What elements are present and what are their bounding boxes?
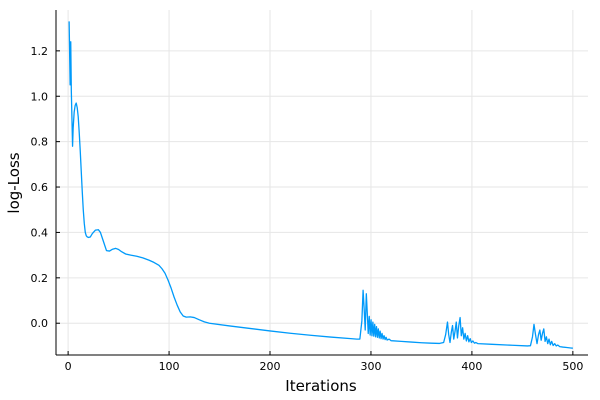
x-tick-label-3: 300 — [360, 360, 381, 373]
y-tick-label-4: 0.8 — [31, 136, 49, 149]
y-tick-label-1: 0.2 — [31, 272, 49, 285]
series-layer — [68, 21, 573, 349]
x-tick-label-2: 200 — [260, 360, 281, 373]
y-tick-label-0: 0.0 — [31, 317, 49, 330]
y-axis-title: log-Loss — [5, 152, 23, 213]
tick-labels: 0 100 200 300 400 500 0.0 0.2 0.4 0.6 0.8 1.0 1.2 — [31, 45, 584, 373]
axes — [55, 10, 588, 356]
series-line-0 — [68, 21, 573, 349]
x-tick-label-1: 100 — [159, 360, 180, 373]
y-tick-label-3: 0.6 — [31, 181, 49, 194]
x-tick-label-4: 400 — [461, 360, 482, 373]
x-tick-label-0: 0 — [65, 360, 72, 373]
y-tick-label-2: 0.4 — [31, 226, 49, 239]
x-axis-title: Iterations — [285, 377, 357, 395]
y-tick-label-6: 1.2 — [31, 45, 49, 58]
x-tick-label-5: 500 — [562, 360, 583, 373]
y-tick-label-5: 1.0 — [31, 90, 49, 103]
grid — [56, 10, 588, 355]
